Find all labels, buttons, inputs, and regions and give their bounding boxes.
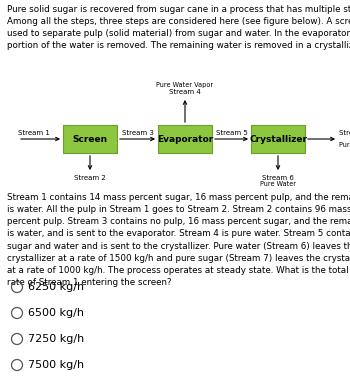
Text: 7250 kg/h: 7250 kg/h (28, 334, 84, 344)
Text: Evaporator: Evaporator (157, 135, 213, 144)
Bar (158, 125, 212, 153)
Text: Pure Water: Pure Water (260, 181, 296, 187)
Text: Stream 1: Stream 1 (18, 130, 50, 136)
Text: Stream 2: Stream 2 (74, 175, 106, 181)
Text: 6500 kg/h: 6500 kg/h (28, 308, 84, 318)
Text: 7500 kg/h: 7500 kg/h (28, 360, 84, 370)
Text: Stream 6: Stream 6 (262, 175, 294, 181)
Text: Pure Water Vapor: Pure Water Vapor (156, 82, 214, 88)
Text: Crystallizer: Crystallizer (249, 135, 307, 144)
Text: Stream 1 contains 14 mass percent sugar, 16 mass percent pulp, and the remaining: Stream 1 contains 14 mass percent sugar,… (7, 193, 350, 287)
Text: Stream 7: Stream 7 (339, 130, 350, 136)
Text: Pure Sugar: Pure Sugar (339, 142, 350, 148)
Text: Stream 3: Stream 3 (121, 130, 153, 136)
Text: Screen: Screen (72, 135, 107, 144)
Text: Pure solid sugar is recovered from sugar cane in a process that has multiple ste: Pure solid sugar is recovered from sugar… (7, 5, 350, 51)
Bar (63, 125, 117, 153)
Text: Stream 4: Stream 4 (169, 89, 201, 95)
Text: 6250 kg/h: 6250 kg/h (28, 282, 84, 292)
Bar (251, 125, 305, 153)
Text: Stream 5: Stream 5 (216, 130, 247, 136)
